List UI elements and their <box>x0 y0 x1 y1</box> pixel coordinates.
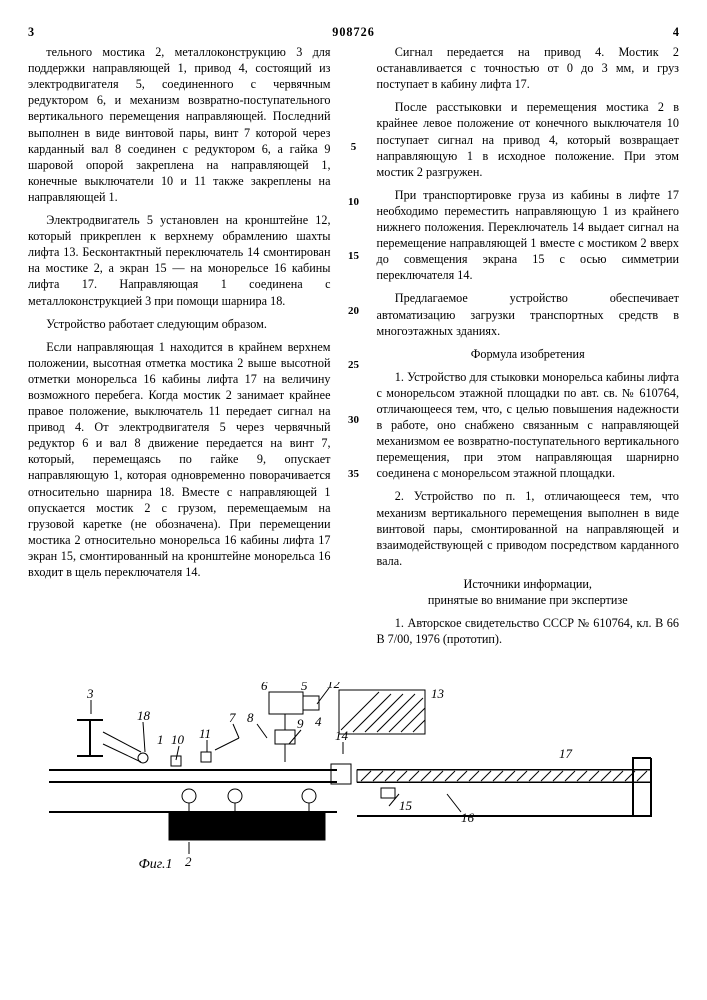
callout-11: 11 <box>199 726 211 741</box>
callout-4: 4 <box>315 714 322 729</box>
paragraph: Предлагаемое устройство обеспечивает авт… <box>377 290 680 338</box>
callout-15: 15 <box>399 798 413 813</box>
figure-1: 3 18 1 10 11 7 8 9 6 5 12 4 13 14 2 15 1… <box>39 682 669 872</box>
claim: 2. Устройство по п. 1, отличающееся тем,… <box>377 488 680 568</box>
callout-17: 17 <box>559 746 573 761</box>
callout-13: 13 <box>431 686 445 701</box>
right-column: Сигнал передается на привод 4. Мостик 2 … <box>377 44 680 654</box>
paragraph: Устройство работает следующим образом. <box>28 316 331 332</box>
callout-10: 10 <box>171 732 185 747</box>
callout-3: 3 <box>86 686 94 701</box>
page-number-right: 4 <box>673 24 679 40</box>
callout-14: 14 <box>335 728 349 743</box>
sources-heading: Источники информации, принятые во вниман… <box>377 576 680 608</box>
callout-9: 9 <box>297 716 304 731</box>
source-item: 1. Авторское свидетельство СССР № 610764… <box>377 615 680 647</box>
claims-heading: Формула изобретения <box>377 346 680 362</box>
line-number: 5 <box>347 140 361 155</box>
paragraph: Если направляющая 1 находится в крайнем … <box>28 339 331 580</box>
document-number: 908726 <box>34 24 673 40</box>
callout-2: 2 <box>185 854 192 869</box>
callout-16: 16 <box>461 810 475 825</box>
line-number: 25 <box>347 358 361 373</box>
left-column: тельного мостика 2, металлоконструкцию 3… <box>28 44 331 654</box>
line-number-gutter: 5 10 15 20 25 30 35 <box>347 44 361 654</box>
paragraph: тельного мостика 2, металлоконструкцию 3… <box>28 44 331 205</box>
line-number: 20 <box>347 304 361 319</box>
line-number: 35 <box>347 467 361 482</box>
callout-8: 8 <box>247 710 254 725</box>
callout-18: 18 <box>137 708 151 723</box>
figure-label: Фиг.1 <box>139 856 173 874</box>
claim: 1. Устройство для стыковки монорельса ка… <box>377 369 680 482</box>
callout-6: 6 <box>261 682 268 693</box>
paragraph: Электродвигатель 5 установлен на кронште… <box>28 212 331 309</box>
callout-12: 12 <box>327 682 341 691</box>
paragraph: После расстыковки и перемещения мостика … <box>377 99 680 179</box>
paragraph: При транспортировке груза из кабины в ли… <box>377 187 680 284</box>
callout-5: 5 <box>301 682 308 693</box>
callout-1: 1 <box>157 732 164 747</box>
line-number: 10 <box>347 195 361 210</box>
paragraph: Сигнал передается на привод 4. Мостик 2 … <box>377 44 680 92</box>
line-number: 15 <box>347 249 361 264</box>
callout-7: 7 <box>229 710 236 725</box>
line-number: 30 <box>347 413 361 428</box>
